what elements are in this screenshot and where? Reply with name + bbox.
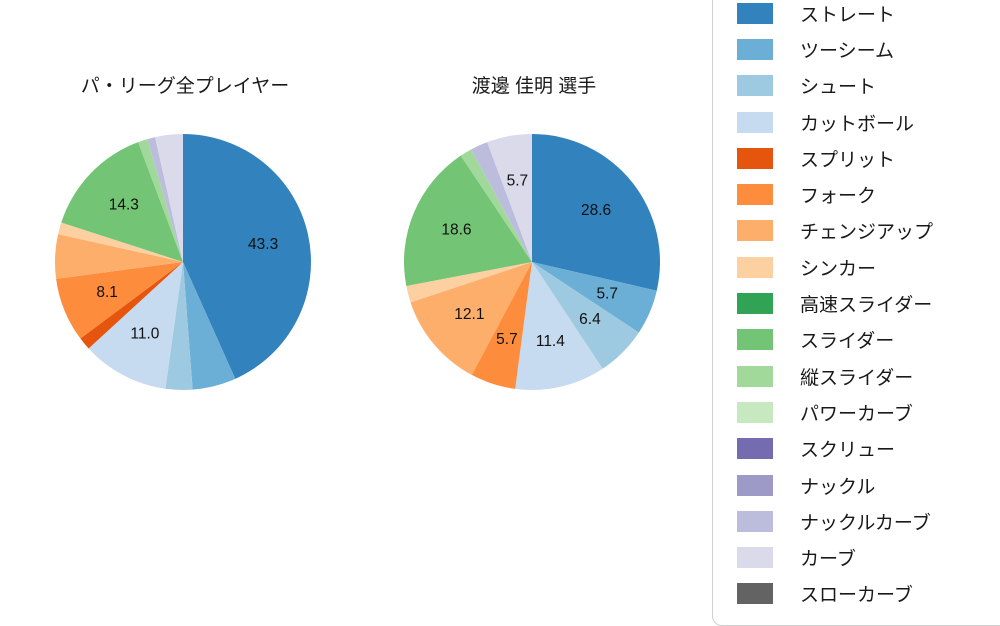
- pie-slice: [56, 262, 183, 339]
- pie-slice-value-label: 8.1: [96, 284, 118, 301]
- legend-swatch: [737, 474, 773, 496]
- legend-label: フォーク: [800, 186, 877, 208]
- legend-swatch: [737, 147, 773, 169]
- pie-slice: [406, 262, 532, 303]
- pie-slice: [471, 262, 532, 389]
- legend-label: スプリット: [800, 149, 896, 171]
- pie-slice: [487, 134, 532, 262]
- pie-slice-value-label: 12.1: [454, 306, 484, 323]
- legend-swatch: [737, 220, 773, 242]
- legend-swatch: [737, 365, 773, 387]
- legend-item: 縦スライダー: [737, 358, 1000, 394]
- pie-slice: [155, 134, 183, 262]
- legend-item: カットボール: [737, 104, 1000, 140]
- legend-swatch: [737, 329, 773, 351]
- pie-slice-value-label: 6.4: [579, 311, 601, 328]
- legend-swatch: [737, 510, 773, 532]
- pie-slice-value-label: 5.7: [507, 172, 529, 189]
- pitch-type-legend: ストレートツーシームシュートカットボール スプリットフォークチェンジアップ シンカー…: [712, 0, 1000, 626]
- legend-item: チェンジアップ: [737, 213, 1000, 249]
- pie-slice: [138, 139, 183, 262]
- pie-slice: [147, 137, 183, 262]
- pie-title-watanabe: 渡邊 佳明 選手: [471, 76, 597, 97]
- legend-swatch: [737, 75, 773, 97]
- legend-swatch: [737, 256, 773, 278]
- pie-slice: [54, 234, 183, 279]
- legend-label: 高速スライダー: [800, 295, 933, 317]
- legend-item: ナックル: [737, 467, 1000, 503]
- pie-slice: [61, 142, 183, 262]
- pie-slice-value-label: 43.3: [248, 236, 278, 253]
- pie-slice: [532, 262, 657, 333]
- legend-item: ツーシーム: [737, 31, 1000, 67]
- pie-slice: [183, 134, 311, 379]
- legend-label: チェンジアップ: [800, 222, 934, 244]
- legend-item: シュート: [737, 68, 1000, 104]
- pie-slice-value-label: 5.7: [496, 331, 518, 348]
- pie-slice: [88, 262, 183, 389]
- legend-label: ナックル: [800, 476, 876, 498]
- pie-slice: [183, 262, 236, 390]
- chart-canvas: パ・リーグ全プレイヤー 渡邊 佳明 選手 43.3 11.0 8.1 14.3 28.…: [54, 0, 1000, 626]
- pie-chart-watanabe: 28.6 5.7 6.4 11.4 5.7 12.1 18.6 5.7: [404, 134, 660, 390]
- legend-label: パワーカーブ: [800, 403, 913, 425]
- legend-label: カットボール: [800, 113, 915, 135]
- legend-item: スクリュー: [737, 431, 1000, 467]
- pie-slice-value-label: 14.3: [109, 196, 139, 213]
- pie-slice: [532, 262, 639, 369]
- legend-item: シンカー: [737, 249, 1000, 285]
- legend-swatch: [737, 583, 773, 605]
- legend-swatch: [737, 401, 773, 423]
- legend-label: シンカー: [800, 258, 877, 280]
- pie-slice-value-label: 5.7: [597, 285, 619, 302]
- pie-title-pa-league: パ・リーグ全プレイヤー: [80, 76, 290, 97]
- legend-swatch: [737, 438, 773, 460]
- legend-swatch: [737, 547, 773, 569]
- pie-slice: [165, 262, 193, 390]
- pie-slice: [471, 142, 532, 262]
- legend-item: カーブ: [737, 539, 1000, 575]
- legend-item: スローカーブ: [737, 576, 1000, 612]
- pie-slice-value-label: 18.6: [441, 222, 471, 239]
- pie-slice: [410, 262, 532, 375]
- pie-slice: [58, 222, 183, 262]
- legend-label: シュート: [800, 77, 877, 99]
- legend-item: ストレート: [737, 0, 1000, 31]
- pie-slice: [515, 262, 603, 390]
- legend-swatch: [737, 184, 773, 206]
- legend-swatch: [737, 293, 773, 315]
- legend-swatch: [737, 2, 773, 24]
- pie-slice-value-label: 11.4: [536, 333, 565, 350]
- legend-label: ナックルカーブ: [800, 512, 931, 534]
- legend-item: スプリット: [737, 140, 1000, 176]
- legend-label: ストレート: [800, 4, 896, 26]
- pie-slice: [404, 155, 532, 286]
- legend-item: ナックルカーブ: [737, 503, 1000, 539]
- pie-chart-pa-league: 43.3 11.0 8.1 14.3: [54, 134, 311, 390]
- pie-slice-value-label: 11.0: [130, 326, 159, 343]
- legend-label: スライダー: [800, 331, 895, 353]
- legend-swatch: [737, 38, 773, 60]
- legend-label: 縦スライダー: [800, 367, 914, 389]
- legend-label: ツーシーム: [800, 40, 895, 62]
- legend-label: スローカーブ: [800, 585, 913, 607]
- pie-slice: [460, 149, 532, 262]
- legend-swatch: [737, 111, 773, 133]
- legend-label: カーブ: [800, 549, 856, 571]
- legend-item: スライダー: [737, 322, 1000, 358]
- legend-item: パワーカーブ: [737, 394, 1000, 430]
- legend-label: スクリュー: [800, 440, 896, 462]
- legend-item: フォーク: [737, 176, 1000, 212]
- pie-slice: [532, 134, 660, 291]
- legend-item: 高速スライダー: [737, 285, 1000, 321]
- pie-slice: [80, 262, 183, 349]
- pie-slice-value-label: 28.6: [581, 202, 611, 219]
